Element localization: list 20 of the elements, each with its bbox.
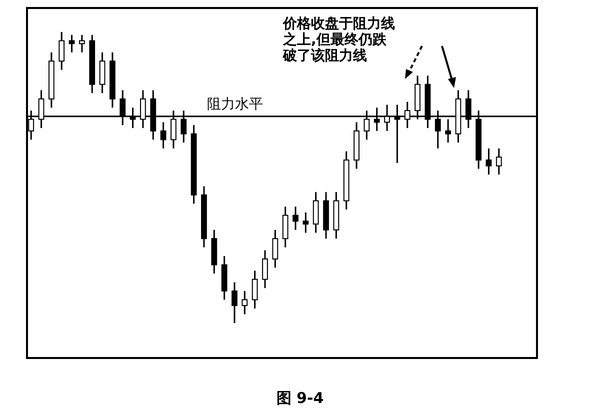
text: 图 9-4 [276, 389, 324, 407]
candlestick [262, 250, 268, 289]
candlestick [252, 270, 258, 310]
candlestick [242, 290, 248, 316]
ref-line-label: 阻力水平 [207, 96, 263, 112]
candlestick [292, 206, 298, 231]
annotation: 价格收盘于阻力线之上,但最终仍跌破了该阻力线 [282, 16, 395, 64]
candlestick [282, 206, 288, 248]
candlestick [302, 212, 309, 234]
candlestick [68, 34, 75, 54]
candlestick [160, 121, 166, 150]
candlestick [312, 191, 319, 234]
candlestick [445, 118, 451, 144]
candlestick [486, 148, 492, 176]
candlestick [58, 31, 65, 71]
candlestick [79, 34, 85, 54]
candlestick [232, 282, 238, 324]
candlestick [99, 52, 106, 94]
candlestick [272, 229, 278, 268]
candlestick [496, 148, 502, 176]
